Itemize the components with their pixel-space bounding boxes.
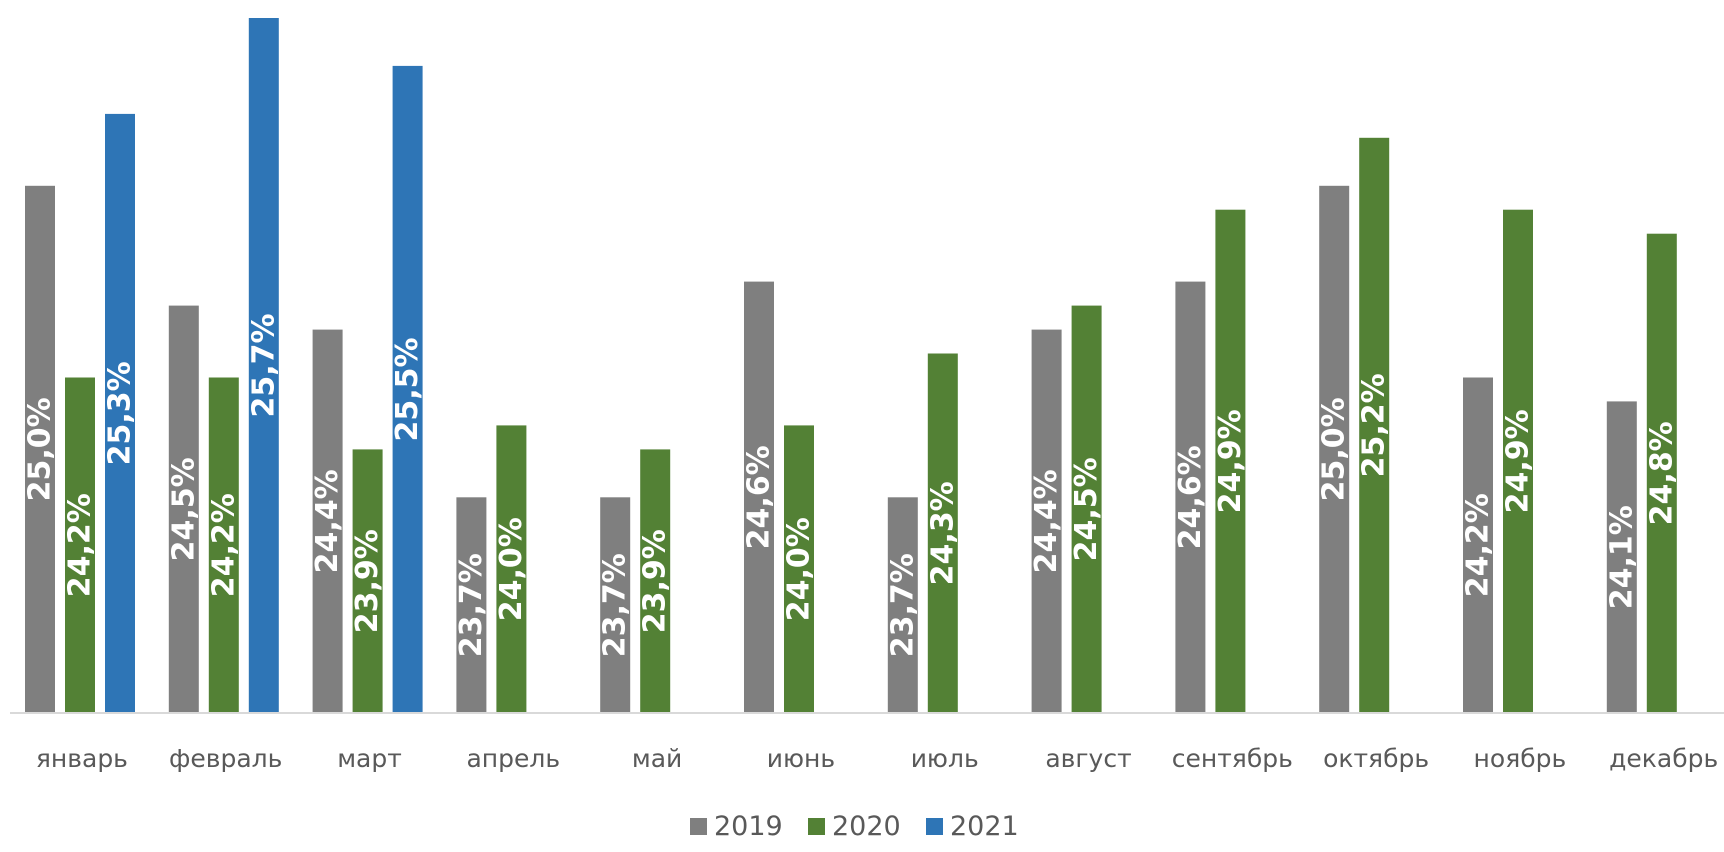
data-label-2020-ноябрь: 24,9% [1501,409,1536,513]
legend-label-2019: 2019 [714,811,783,842]
bar-2019-август [1031,329,1062,713]
data-label-2019-апрель: 23,7% [454,553,489,657]
data-label-2020-октябрь: 25,2% [1357,373,1392,477]
category-label-декабрь: декабрь [1609,744,1718,773]
category-label-июнь: июнь [767,744,835,773]
category-label-январь: январь [36,744,128,773]
data-label-2020-июнь: 24,0% [782,517,817,621]
bar-2020-февраль [208,377,239,713]
bars-layer [25,18,1677,714]
legend-swatch-2021 [926,818,943,835]
bar-2020-март [352,449,383,713]
category-label-октябрь: октябрь [1323,744,1429,773]
legend-swatch-2020 [808,818,825,835]
data-label-2021-февраль: 25,7% [246,313,281,417]
legend-swatch-2019 [690,818,707,835]
data-label-2020-декабрь: 24,8% [1644,421,1679,525]
data-label-2019-ноябрь: 24,2% [1461,493,1496,597]
legend-label-2020: 2020 [832,811,901,842]
category-label-апрель: апрель [466,744,560,773]
data-label-2019-сентябрь: 24,6% [1173,445,1208,549]
bar-2019-июль [887,497,918,713]
legend-label-2021: 2021 [950,811,1019,842]
category-label-февраль: февраль [169,744,282,773]
bar-2021-февраль [248,18,279,713]
data-label-2019-октябрь: 25,0% [1317,397,1352,501]
category-label-сентябрь: сентябрь [1172,744,1293,773]
data-label-2019-июль: 23,7% [885,553,920,657]
data-label-2020-апрель: 24,0% [494,517,529,621]
bar-2019-ноябрь [1463,377,1493,713]
data-label-2020-июль: 24,3% [925,481,960,585]
data-label-2020-март: 23,9% [350,529,385,633]
data-label-2019-январь: 25,0% [23,397,58,501]
bar-2020-октябрь [1359,137,1390,714]
bar-2020-апрель [496,425,527,713]
data-label-2020-сентябрь: 24,9% [1213,409,1248,513]
legend: 2019 2020 2021 [690,811,1019,842]
bar-2020-ноябрь [1503,209,1533,713]
bar-2020-декабрь [1646,233,1677,713]
data-label-2020-январь: 24,2% [63,493,98,597]
category-label-август: август [1045,744,1131,773]
bar-2019-январь [25,185,55,714]
data-label-2020-февраль: 24,2% [206,493,241,597]
bar-2019-сентябрь [1175,281,1206,713]
data-label-2020-май: 23,9% [638,529,673,633]
bar-2019-декабрь [1606,401,1637,713]
category-label-март: март [337,744,402,773]
bar-2020-июль [927,353,958,713]
data-label-2021-январь: 25,3% [103,361,138,465]
bar-2020-август [1071,305,1102,713]
bar-2019-июнь [744,281,774,713]
category-label-ноябрь: ноябрь [1474,744,1567,773]
bar-2020-январь [65,377,95,713]
bar-2019-февраль [168,305,199,713]
bar-2021-январь [105,113,135,713]
category-labels-layer: январь февраль март апрель май июнь июль август… [36,744,1718,773]
data-label-2019-март: 24,4% [310,469,345,573]
bar-2021-март [392,65,423,713]
bar-2019-март [312,329,343,713]
bar-2020-сентябрь [1215,209,1246,713]
data-label-2019-декабрь: 24,1% [1604,505,1639,609]
bar-2020-июнь [784,425,814,713]
bar-2019-октябрь [1319,185,1350,714]
category-label-май: май [632,744,682,773]
data-label-2020-август: 24,5% [1069,457,1104,561]
bar-2019-май [600,497,631,713]
data-label-2021-март: 25,5% [390,337,425,441]
data-label-2019-июнь: 24,6% [742,445,777,549]
bar-2019-апрель [456,497,487,713]
data-label-2019-май: 23,7% [598,553,633,657]
data-label-2019-август: 24,4% [1029,469,1064,573]
data-labels-layer: 25,0%24,2%25,3%24,5% 24,2%25,7%24,4%23,9%… [23,313,1680,657]
category-label-июль: июль [911,744,979,773]
data-label-2019-февраль: 24,5% [166,457,201,561]
bar-2020-май [640,449,671,713]
